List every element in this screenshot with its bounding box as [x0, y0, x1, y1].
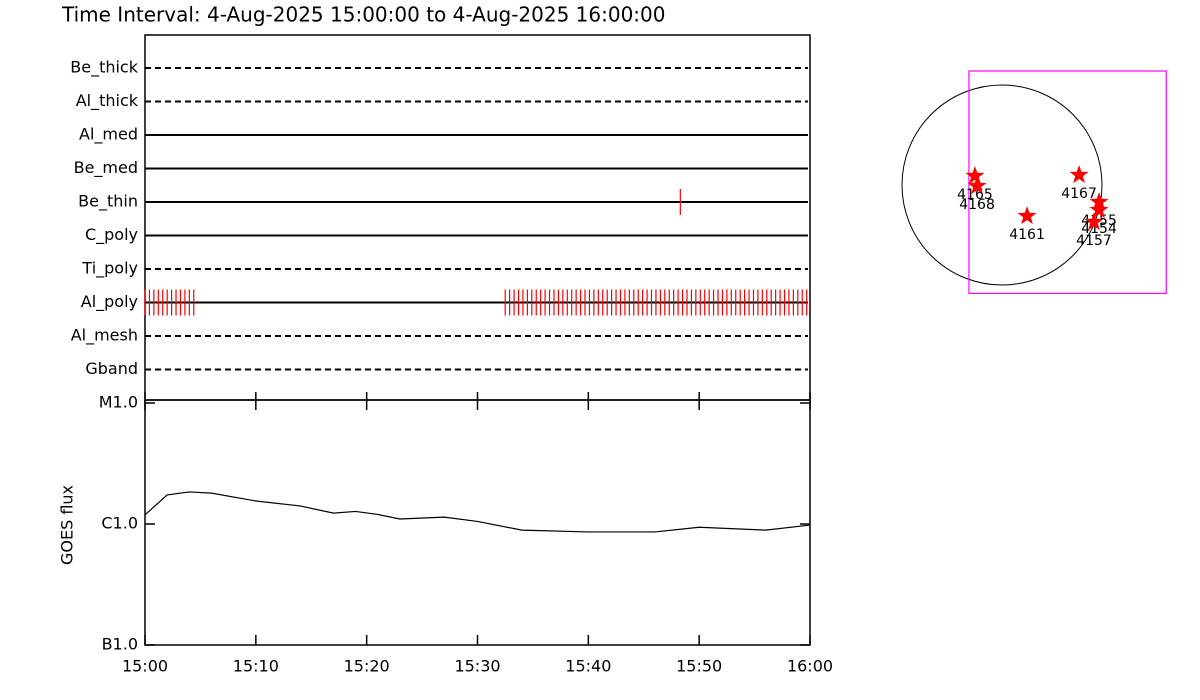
x-tick-label: 15:20: [344, 657, 390, 676]
active-region: [967, 176, 987, 195]
active-region: [1089, 200, 1109, 219]
filter-label: Ti_poly: [81, 259, 138, 279]
x-tick-label: 15:50: [676, 657, 722, 676]
panel-frame: [144, 34, 811, 401]
title: Time Interval: 4-Aug-2025 15:00:00 to 4-…: [61, 3, 666, 27]
x-tick-label: 15:10: [233, 657, 279, 676]
field-of-view: [968, 70, 1167, 295]
x-tick-label: 15:00: [122, 657, 168, 676]
region-label: 4161: [1009, 227, 1045, 243]
active-region: [1017, 206, 1037, 225]
y-tick-label: B1.0: [102, 635, 138, 654]
region-label: 4165: [957, 187, 993, 203]
filter-label: Al_mesh: [71, 326, 138, 346]
filter-label: Be_med: [74, 158, 138, 178]
filter-label: Al_poly: [81, 292, 138, 312]
filter-label: Be_thin: [78, 192, 138, 212]
active-region: [965, 165, 985, 184]
active-region: [1069, 165, 1089, 184]
panel-frame: [144, 399, 811, 646]
filter-label: C_poly: [85, 225, 138, 245]
x-tick-label: 16:00: [787, 657, 833, 676]
x-tick-label: 15:30: [454, 657, 500, 676]
filter-label: Al_thick: [76, 91, 139, 111]
active-region: [1084, 212, 1104, 231]
y-tick-label: C1.0: [101, 514, 138, 533]
filter-label: Be_thick: [70, 58, 138, 78]
filter-label: Al_med: [79, 125, 138, 145]
filter-label: Gband: [85, 359, 138, 378]
goes-flux-line: [144, 491, 811, 533]
region-label: 4167: [1061, 186, 1097, 202]
region-label: 4157: [1076, 233, 1112, 249]
y-tick-label: M1.0: [99, 393, 138, 412]
y-axis-label: GOES flux: [58, 485, 77, 565]
solar-disk: [901, 84, 1103, 286]
region-label: 4168: [959, 197, 995, 213]
x-tick-label: 15:40: [565, 657, 611, 676]
